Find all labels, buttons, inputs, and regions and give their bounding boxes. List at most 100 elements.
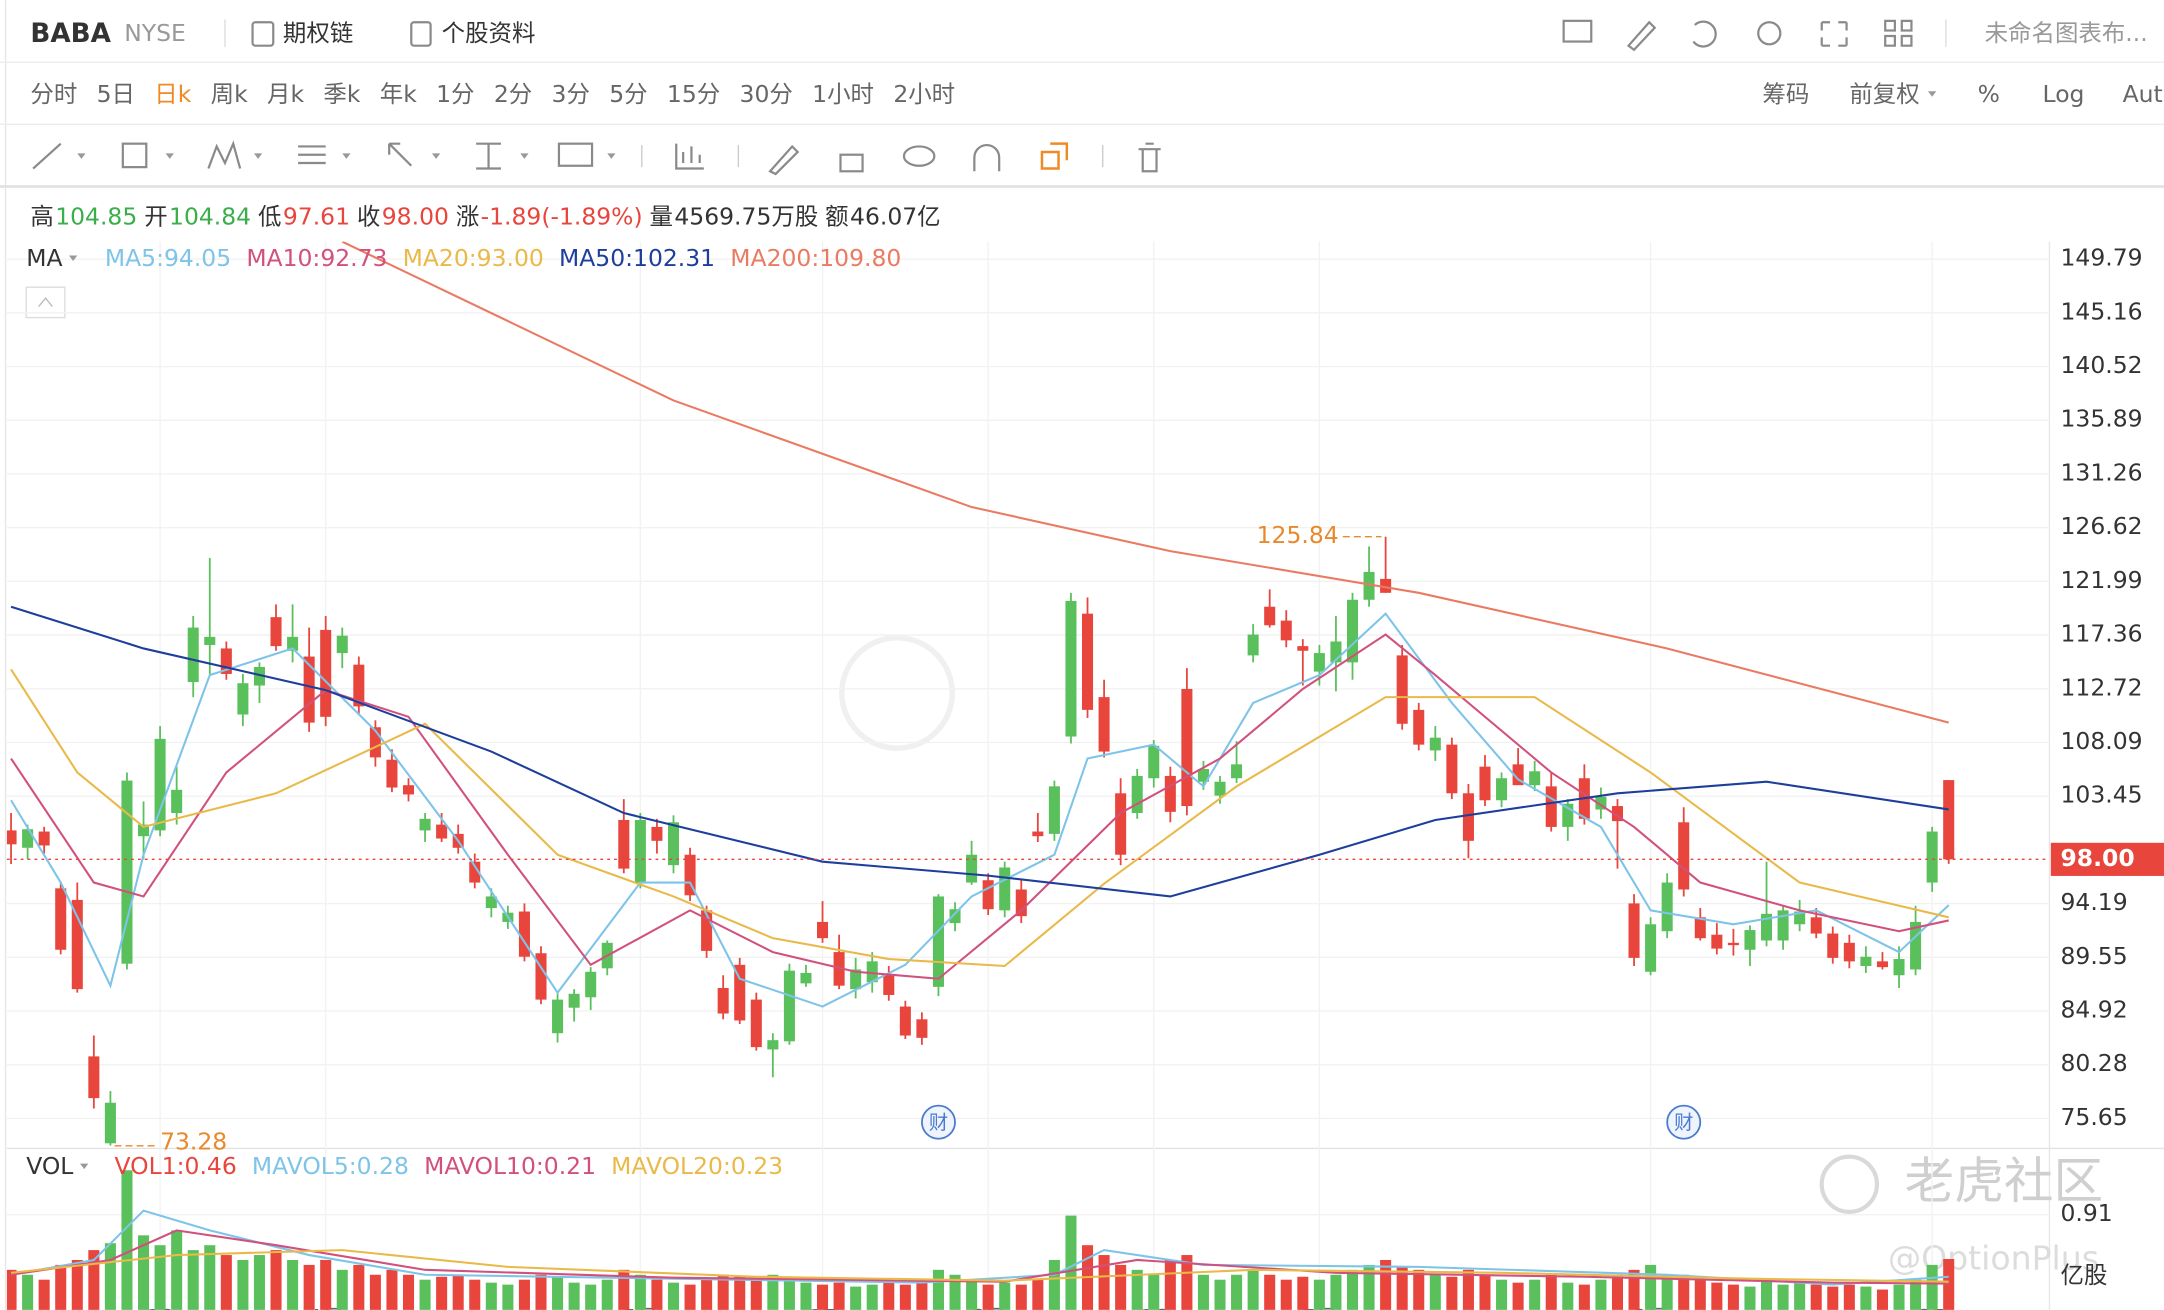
candle-body	[1611, 806, 1623, 822]
period-tab[interactable]: 2小时	[893, 80, 955, 108]
volume-bar	[634, 1274, 646, 1310]
candle-body	[932, 896, 944, 987]
icon-profile[interactable]	[410, 21, 432, 47]
period-tab[interactable]: 年k	[380, 80, 417, 108]
candle-body	[121, 780, 133, 964]
icon-settings[interactable]	[1757, 21, 1782, 46]
volume-bar	[452, 1274, 464, 1310]
candle-body	[1943, 780, 1955, 860]
ma-line	[10, 633, 1949, 980]
candle-body	[1247, 634, 1259, 656]
tool-pattern[interactable]	[207, 140, 242, 169]
period-tab[interactable]: 分时	[30, 80, 77, 108]
volume-bar	[1843, 1284, 1855, 1310]
chart-option[interactable]: 筹码	[1762, 80, 1809, 108]
period-tab[interactable]: 月k	[267, 80, 304, 108]
dropdown-caret	[253, 153, 263, 159]
candle-body	[485, 896, 497, 909]
volume-bar	[667, 1282, 680, 1310]
watermark-logo	[1819, 1154, 1880, 1214]
candle-body	[1048, 786, 1060, 834]
tool-line[interactable]	[32, 142, 62, 170]
volume-bar	[684, 1284, 696, 1310]
chart-option[interactable]: 前复权	[1849, 80, 1919, 108]
period-tab[interactable]: 3分	[552, 80, 590, 108]
volume-bar	[436, 1276, 448, 1310]
tool-arrow[interactable]	[388, 142, 413, 167]
volume-bar	[1595, 1279, 1607, 1310]
candle-body	[1131, 775, 1143, 814]
period-tab[interactable]: 1分	[436, 80, 474, 108]
candle-body	[1479, 766, 1491, 801]
icon-draw[interactable]	[1626, 20, 1657, 52]
event-label: 财	[929, 1111, 948, 1134]
candle-body	[1794, 911, 1806, 925]
icon-options[interactable]	[251, 21, 275, 47]
icon-layout[interactable]	[1884, 19, 1913, 47]
y-tick-label: 80.28	[2060, 1049, 2127, 1077]
candle-body	[1910, 921, 1922, 970]
dropdown-caret	[431, 153, 441, 159]
tool-delete[interactable]	[1138, 142, 1161, 173]
volume-bar	[369, 1274, 381, 1310]
volume-bar	[1761, 1279, 1773, 1310]
period-tab[interactable]: 30分	[740, 80, 793, 108]
volume-bar	[535, 1274, 547, 1310]
ma-line	[10, 668, 1949, 968]
layout-name[interactable]: 未命名图表布...	[1985, 19, 2148, 47]
volume-bar	[1794, 1282, 1806, 1310]
legend-entry: MA5:94.05	[105, 244, 231, 272]
period-tab[interactable]: 季k	[323, 80, 360, 108]
ma-label[interactable]: MA	[26, 244, 62, 272]
tool-magnet[interactable]	[973, 143, 1001, 172]
volume-bar	[850, 1286, 862, 1310]
link-options[interactable]: 期权链	[283, 19, 353, 47]
volume-bar	[6, 1269, 17, 1310]
link-profile[interactable]: 个股资料	[442, 19, 536, 47]
collapse-button[interactable]	[25, 286, 66, 319]
volume-bar	[1429, 1274, 1441, 1310]
tool-brush[interactable]	[768, 144, 800, 176]
candle-body	[684, 854, 696, 896]
volume-bar	[71, 1259, 83, 1310]
icon-fullscreen[interactable]	[1820, 21, 1848, 47]
candle-body	[701, 910, 713, 951]
chart-option[interactable]: Log	[2043, 80, 2085, 108]
candle-body	[287, 636, 299, 651]
tool-eye[interactable]	[902, 145, 936, 167]
candle-body	[817, 921, 829, 939]
top-icons	[1562, 19, 1913, 52]
chart-option[interactable]: Auto	[2123, 80, 2164, 108]
icon-indicator[interactable]	[1562, 19, 1593, 43]
candle-body	[1810, 917, 1822, 934]
period-tab[interactable]: 1小时	[812, 80, 874, 108]
tool-rect[interactable]	[121, 142, 148, 169]
candle-body	[1297, 646, 1309, 651]
period-tab[interactable]: 周k	[211, 80, 248, 108]
volume-bar	[1611, 1274, 1623, 1310]
icon-undo[interactable]	[1692, 20, 1717, 48]
period-tab[interactable]: 日k	[154, 80, 191, 108]
tool-bars[interactable]	[675, 143, 704, 170]
stat-value: 104.85	[55, 203, 137, 231]
tool-fib[interactable]	[298, 145, 326, 165]
period-tab[interactable]: 15分	[667, 80, 720, 108]
candle-body	[220, 648, 232, 674]
period-tab[interactable]: 5分	[609, 80, 647, 108]
volume-bar	[1479, 1274, 1491, 1310]
period-tab[interactable]: 2分	[494, 80, 532, 108]
volume-bar	[734, 1276, 746, 1310]
chart-option[interactable]: %	[1978, 80, 2000, 108]
tool-text[interactable]	[557, 142, 594, 167]
event-marker[interactable]	[1666, 1104, 1702, 1140]
candle-body	[270, 617, 282, 647]
period-tab[interactable]: 5日	[97, 80, 135, 108]
volume-bar	[1413, 1269, 1425, 1310]
volume-bar	[1545, 1274, 1557, 1310]
tool-group[interactable]	[1040, 142, 1069, 170]
vol-label[interactable]: VOL	[26, 1152, 73, 1180]
tool-lock[interactable]	[839, 153, 864, 173]
event-marker[interactable]	[921, 1104, 956, 1140]
tool-measure[interactable]	[476, 142, 501, 170]
candle-body	[1082, 613, 1094, 710]
